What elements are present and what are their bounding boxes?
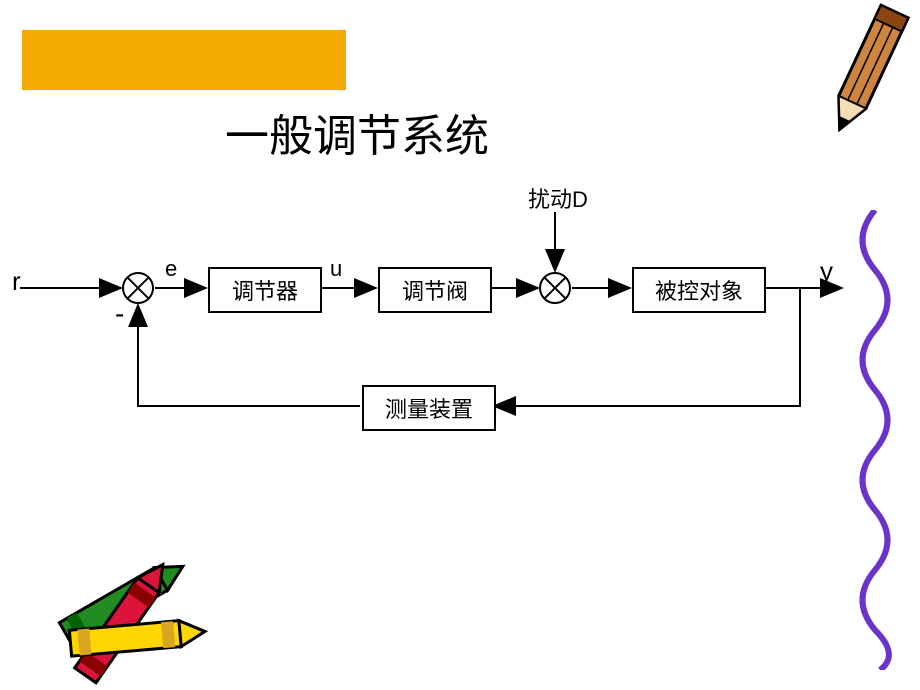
sensor-label: 测量装置 [385,392,473,424]
plant-block: 被控对象 [632,267,766,313]
valve-block: 调节阀 [378,267,492,313]
label-minus: - [115,298,124,330]
block-diagram [0,0,920,690]
controller-block: 调节器 [208,267,322,313]
plant-label: 被控对象 [655,274,743,306]
label-r: r [12,266,21,297]
sensor-block: 测量装置 [362,385,496,431]
label-disturbance: 扰动D [528,182,588,214]
label-y: y [820,256,833,287]
controller-label: 调节器 [232,274,298,306]
summing-junction-1 [123,273,153,303]
label-e: e [165,256,177,282]
valve-label: 调节阀 [402,274,468,306]
summing-junction-2 [540,273,570,303]
label-u: u [330,256,342,282]
